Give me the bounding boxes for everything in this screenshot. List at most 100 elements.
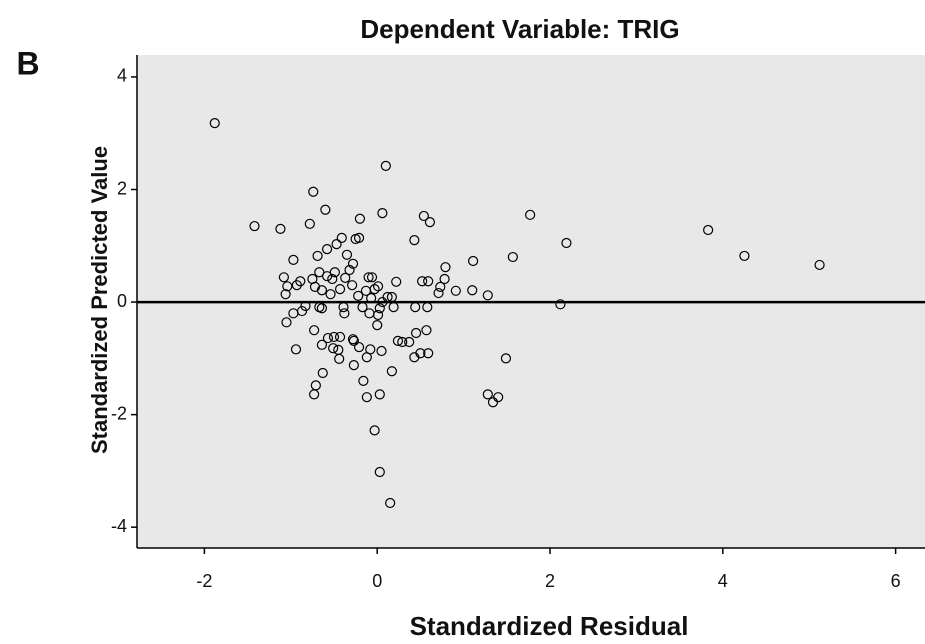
point [340,272,351,283]
point [322,332,334,344]
point [308,186,319,197]
point [249,220,260,232]
point [348,359,359,371]
point [482,389,493,400]
point [525,209,536,220]
point [354,213,366,224]
point [388,302,399,313]
point [423,348,434,359]
point [209,117,220,129]
point [487,397,499,408]
point [288,254,299,265]
point [507,251,518,263]
chart-title: Dependent Variable: TRIG [360,14,679,44]
point [382,291,393,303]
point [334,353,345,365]
point [338,302,349,313]
x-tick-label: 2 [545,571,555,591]
point [374,303,385,314]
point [328,343,339,354]
point [366,272,378,283]
point [353,290,364,301]
point [278,272,289,283]
point [391,276,402,287]
point [703,224,714,236]
point [321,244,333,255]
point [331,238,342,250]
point [433,287,444,299]
point [440,262,451,273]
point [376,345,387,357]
point [316,285,328,296]
point [309,325,320,336]
x-tick-label: -2 [196,571,212,591]
y-tick-label: 4 [117,66,127,86]
point [347,280,358,291]
point [304,218,315,229]
point [392,335,404,346]
point [357,302,368,313]
y-tick-label: -4 [111,516,127,536]
point [291,280,302,291]
point [353,232,365,244]
point [290,344,302,355]
point [435,281,446,292]
point [353,341,365,353]
point [327,273,338,285]
point [309,389,320,400]
point [555,299,566,310]
point [316,303,328,314]
point [372,309,384,321]
point [320,204,331,215]
point [561,237,572,249]
point [281,317,292,328]
point [739,250,750,262]
point [410,302,421,313]
point [385,497,396,509]
point [358,375,369,386]
point [422,302,433,313]
point [275,223,286,235]
point [334,284,346,295]
point [366,293,377,304]
point [409,352,420,363]
y-tick-label: 0 [117,291,127,311]
point [493,392,504,403]
point [321,271,333,282]
point [439,273,450,285]
point [467,285,478,296]
point [312,250,323,262]
point [374,466,385,478]
point [372,281,384,292]
point [329,267,340,278]
point [296,305,308,317]
point [282,281,293,292]
point [314,267,325,278]
y-tick-label: 2 [117,178,127,198]
point [369,284,380,295]
point [404,336,415,348]
point [468,255,479,267]
point [386,291,397,303]
x-tick-label: 0 [372,571,382,591]
point [386,366,397,377]
point [325,289,336,300]
point [347,258,359,269]
point [397,336,408,348]
point [372,320,383,331]
point [316,339,328,350]
point [409,235,420,246]
point [418,210,429,222]
point [374,389,385,400]
point [361,352,372,363]
point [348,335,359,346]
point [377,208,388,219]
point [814,259,825,271]
point [334,331,346,343]
point [280,289,291,300]
point [500,353,512,364]
point [328,331,340,343]
y-axis-label: Standardized Predicted Value [87,146,112,454]
point [380,160,391,171]
